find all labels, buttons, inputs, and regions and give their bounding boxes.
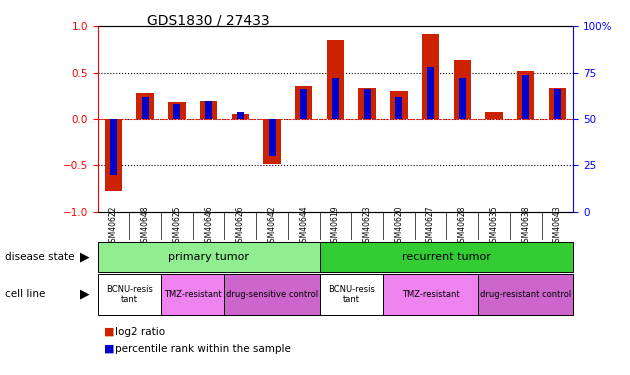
Text: GSM40625: GSM40625: [173, 205, 181, 247]
Bar: [517, 71, 534, 119]
Bar: [224, 274, 319, 315]
Text: disease state: disease state: [5, 252, 74, 261]
Bar: [478, 274, 573, 315]
Bar: [364, 89, 370, 119]
Bar: [459, 78, 466, 119]
Text: GSM40620: GSM40620: [394, 205, 403, 247]
Bar: [105, 119, 122, 192]
Bar: [319, 242, 573, 272]
Text: GSM40646: GSM40646: [204, 205, 213, 247]
Text: BCNU-resis
tant: BCNU-resis tant: [106, 285, 153, 304]
Bar: [358, 87, 376, 119]
Bar: [137, 93, 154, 119]
Text: recurrent tumor: recurrent tumor: [402, 252, 491, 262]
Bar: [454, 60, 471, 119]
Text: ▶: ▶: [80, 250, 90, 263]
Text: GDS1830 / 27433: GDS1830 / 27433: [147, 13, 269, 27]
Bar: [549, 87, 566, 119]
Bar: [98, 274, 161, 315]
Text: cell line: cell line: [5, 290, 45, 299]
Text: GSM40628: GSM40628: [458, 205, 467, 247]
Text: GSM40635: GSM40635: [490, 205, 498, 247]
Bar: [142, 97, 149, 119]
Text: primary tumor: primary tumor: [168, 252, 249, 262]
Text: ▶: ▶: [80, 288, 90, 301]
Bar: [263, 119, 281, 164]
Bar: [168, 102, 186, 119]
Bar: [522, 75, 529, 119]
Text: BCNU-resis
tant: BCNU-resis tant: [328, 285, 375, 304]
Text: GSM40648: GSM40648: [140, 205, 150, 247]
Text: GSM40642: GSM40642: [268, 205, 277, 247]
Bar: [383, 274, 478, 315]
Bar: [173, 104, 180, 119]
Text: TMZ-resistant: TMZ-resistant: [402, 290, 459, 299]
Text: GSM40626: GSM40626: [236, 205, 245, 247]
Bar: [396, 97, 403, 119]
Bar: [98, 242, 319, 272]
Text: ■: ■: [104, 327, 115, 337]
Bar: [319, 274, 383, 315]
Bar: [268, 119, 275, 156]
Bar: [390, 91, 408, 119]
Bar: [327, 40, 344, 119]
Text: drug-resistant control: drug-resistant control: [480, 290, 571, 299]
Bar: [295, 86, 312, 119]
Bar: [427, 67, 434, 119]
Bar: [205, 100, 212, 119]
Text: ■: ■: [104, 344, 115, 354]
Text: percentile rank within the sample: percentile rank within the sample: [115, 344, 290, 354]
Text: GSM40623: GSM40623: [363, 205, 372, 247]
Text: GSM40643: GSM40643: [553, 205, 562, 247]
Text: GSM40638: GSM40638: [521, 205, 530, 247]
Text: log2 ratio: log2 ratio: [115, 327, 165, 337]
Bar: [554, 89, 561, 119]
Bar: [110, 119, 117, 175]
Text: GSM40644: GSM40644: [299, 205, 308, 247]
Text: drug-sensitive control: drug-sensitive control: [226, 290, 318, 299]
Text: TMZ-resistant: TMZ-resistant: [164, 290, 222, 299]
Bar: [485, 112, 503, 119]
Bar: [232, 114, 249, 119]
Text: GSM40619: GSM40619: [331, 205, 340, 247]
Text: GSM40622: GSM40622: [109, 205, 118, 247]
Bar: [200, 100, 217, 119]
Bar: [422, 34, 439, 119]
Text: GSM40627: GSM40627: [426, 205, 435, 247]
Bar: [332, 78, 339, 119]
Bar: [301, 89, 307, 119]
Bar: [161, 274, 224, 315]
Bar: [237, 112, 244, 119]
